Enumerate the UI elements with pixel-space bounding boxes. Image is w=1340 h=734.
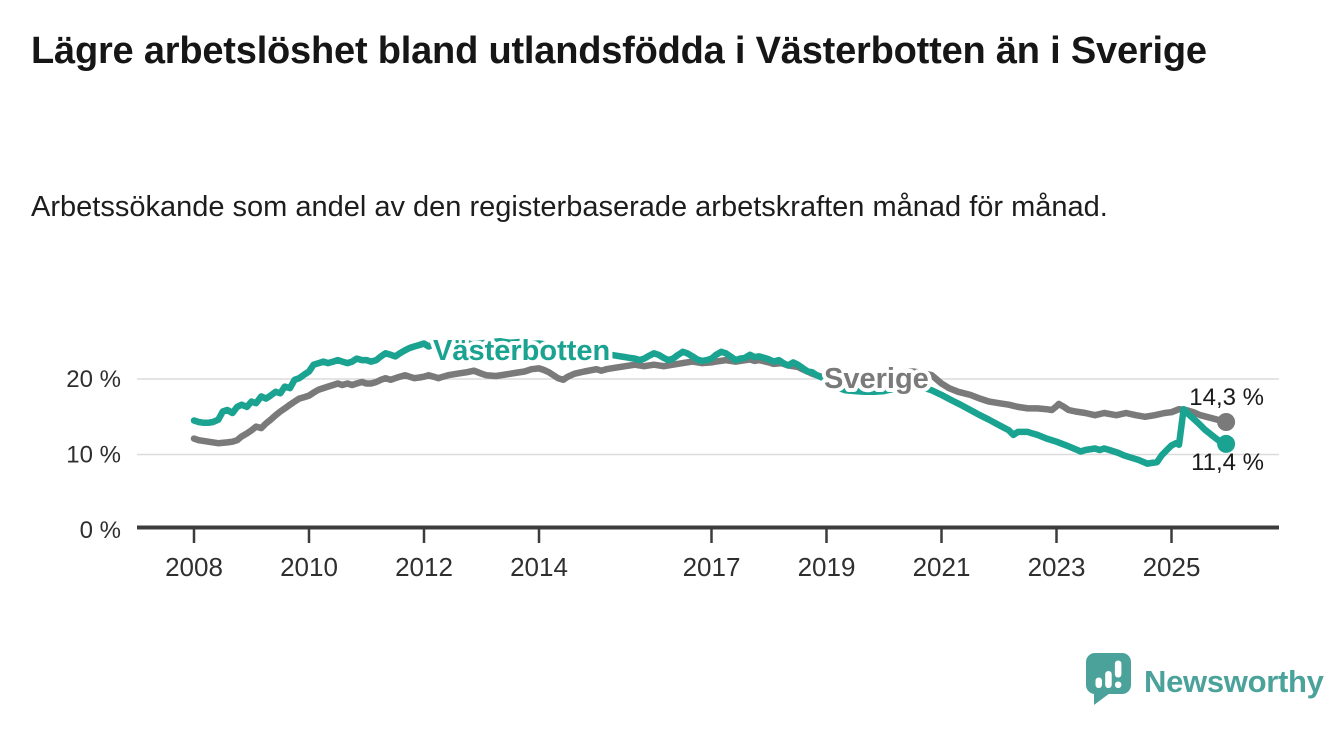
brand-footer: Newsworthy (1085, 652, 1324, 711)
end-value-label-sverige: 14,3 % (1189, 384, 1264, 411)
x-tick-label: 2021 (913, 552, 971, 582)
x-tick-label: 2008 (165, 552, 223, 582)
series-line-vasterbotten (190, 338, 1230, 467)
x-tick-label: 2025 (1143, 552, 1201, 582)
series-label-sverige: Sverige (824, 363, 929, 395)
x-tick-label: 2010 (280, 552, 338, 582)
brand-name: Newsworthy (1144, 663, 1324, 699)
series-line-sverige (190, 356, 1230, 447)
series-label-vasterbotten: Västerbotten (433, 335, 610, 367)
x-tick-label: 2014 (510, 552, 568, 582)
x-tick-label: 2023 (1028, 552, 1086, 582)
y-tick-label: 20 % (66, 366, 121, 393)
chart-subtitle: Arbetssökande som andel av den registerb… (31, 191, 1108, 223)
y-tick-label: 10 % (66, 442, 121, 469)
x-tick-label: 2019 (798, 552, 856, 582)
y-tick-label: 0 % (80, 517, 121, 544)
page-title: Lägre arbetslöshet bland utlandsfödda i … (31, 30, 1207, 72)
newsworthy-logo-icon (1085, 652, 1133, 711)
end-value-label-vasterbotten: 11,4 % (1191, 449, 1264, 476)
end-dot-sverige (1217, 413, 1236, 431)
x-tick-label: 2017 (683, 552, 741, 582)
end-dot-vasterbotten (1217, 434, 1236, 453)
x-tick-label: 2012 (395, 552, 453, 582)
